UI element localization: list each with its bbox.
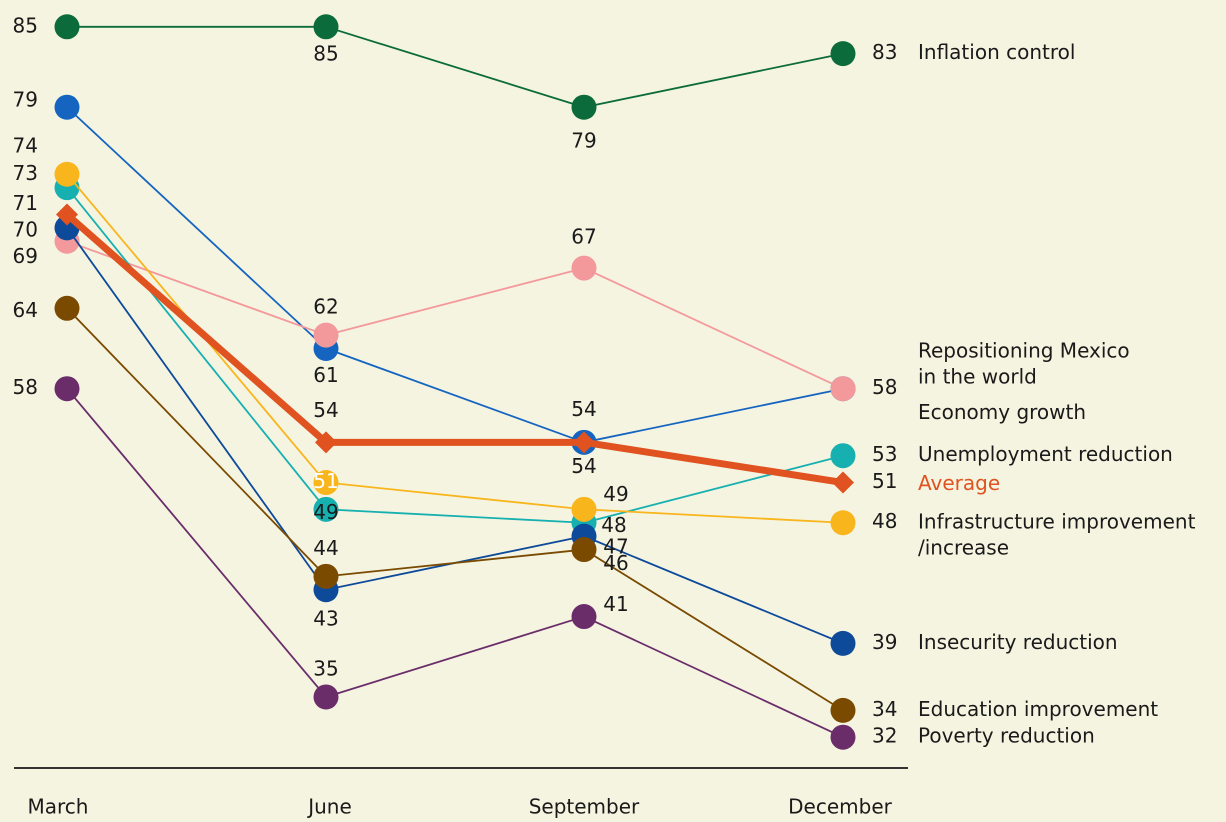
value-label: 54 <box>571 397 596 421</box>
value-label: 67 <box>571 225 596 249</box>
series-line <box>66 106 844 444</box>
series-label: Poverty reduction <box>918 724 1095 748</box>
value-label: 61 <box>313 363 338 387</box>
value-label: 85 <box>313 41 338 65</box>
point-marker <box>830 41 856 67</box>
value-label: 43 <box>313 606 338 630</box>
point-marker <box>54 161 80 187</box>
point-marker <box>54 14 80 40</box>
value-label: 79 <box>13 88 38 112</box>
x-tick-label: March <box>28 795 89 819</box>
series-line <box>66 173 844 524</box>
point-marker <box>313 684 339 710</box>
series-label: Infrastructure improvement/increase <box>918 509 1196 559</box>
point-marker <box>313 563 339 589</box>
series-label: Inflation control <box>918 40 1075 64</box>
label-line: /increase <box>918 535 1009 559</box>
value-label: 74 <box>13 134 38 158</box>
point-marker <box>313 322 339 348</box>
value-label: 58 <box>13 375 38 399</box>
series-label: Unemployment reduction <box>918 442 1173 466</box>
series-line <box>66 388 844 739</box>
point-marker <box>830 510 856 536</box>
value-label: 73 <box>13 161 38 185</box>
label-line: Repositioning Mexico <box>918 338 1130 362</box>
label-line: Infrastructure improvement <box>918 509 1196 533</box>
value-label: 85 <box>13 13 38 37</box>
value-label: 48 <box>872 509 897 533</box>
series-label: Repositioning Mexico in the world <box>918 338 1130 388</box>
point-marker <box>571 94 597 120</box>
series-line <box>66 307 844 712</box>
point-marker <box>315 431 337 454</box>
value-label: 32 <box>872 724 897 748</box>
value-label: 71 <box>13 191 38 215</box>
value-label: 58 <box>872 375 897 399</box>
series-line <box>66 240 844 390</box>
value-label: 35 <box>313 656 338 680</box>
point-marker <box>830 376 856 402</box>
series-line <box>67 25 844 109</box>
point-marker <box>830 724 856 750</box>
value-label: 46 <box>603 551 628 575</box>
value-label: 49 <box>603 482 628 506</box>
point-marker <box>830 697 856 723</box>
point-marker <box>54 94 80 120</box>
point-marker <box>571 537 597 563</box>
point-marker <box>571 255 597 281</box>
series-label: Average <box>918 471 1000 495</box>
series-label: Education improvement <box>918 697 1158 721</box>
x-tick-label: September <box>529 795 640 819</box>
series-line <box>66 227 844 645</box>
x-tick-label: June <box>306 795 352 819</box>
value-label: 54 <box>313 398 338 422</box>
value-label: 64 <box>13 298 38 322</box>
value-label: 41 <box>603 592 628 616</box>
series-line <box>66 187 844 524</box>
value-label: 44 <box>313 536 338 560</box>
series-line <box>64 211 844 486</box>
value-label: 51 <box>872 469 897 493</box>
value-label: 48 <box>601 513 626 537</box>
label-line: in the world <box>918 364 1037 388</box>
value-label: 70 <box>13 217 38 241</box>
point-marker <box>571 496 597 522</box>
point-marker <box>573 431 595 454</box>
value-label: 62 <box>313 295 338 319</box>
point-marker <box>830 630 856 656</box>
x-tick-label: December <box>788 795 892 819</box>
value-label: 54 <box>571 454 596 478</box>
value-label: 83 <box>872 40 897 64</box>
value-label: 49 <box>313 500 338 524</box>
point-marker <box>830 443 856 469</box>
point-marker <box>313 470 339 496</box>
point-marker <box>313 14 339 40</box>
point-marker <box>54 295 80 321</box>
value-label: 34 <box>872 697 897 721</box>
value-label: 79 <box>571 129 596 153</box>
series-label: Insecurity reduction <box>918 630 1118 654</box>
point-marker <box>313 496 339 522</box>
value-label: 53 <box>872 442 897 466</box>
point-marker <box>832 471 854 494</box>
point-marker <box>571 604 597 630</box>
series-label: Economy growth <box>918 400 1086 424</box>
point-marker <box>56 203 78 226</box>
value-label: 47 <box>603 535 628 559</box>
value-label: 39 <box>872 630 897 654</box>
value-label: 69 <box>13 244 38 268</box>
value-label: 51 <box>313 469 338 493</box>
point-marker <box>54 376 80 402</box>
